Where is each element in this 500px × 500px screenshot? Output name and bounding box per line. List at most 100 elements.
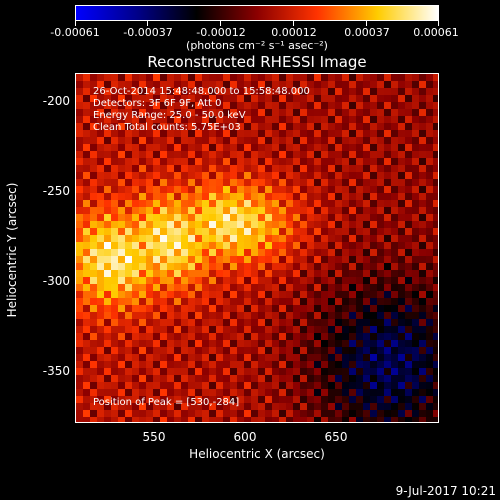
- heatmap-cell: [188, 95, 195, 102]
- heatmap-cell: [125, 186, 132, 193]
- heatmap-cell: [349, 270, 356, 277]
- heatmap-cell: [223, 123, 230, 130]
- heatmap-cell: [97, 417, 104, 422]
- heatmap-cell: [279, 95, 286, 102]
- heatmap-cell: [377, 158, 384, 165]
- heatmap-cell: [237, 403, 244, 410]
- heatmap-cell: [405, 207, 412, 214]
- heatmap-cell: [426, 242, 433, 249]
- heatmap-cell: [97, 277, 104, 284]
- heatmap-cell: [279, 88, 286, 95]
- heatmap-cell: [314, 200, 321, 207]
- heatmap-cell: [181, 333, 188, 340]
- heatmap-cell: [433, 144, 438, 151]
- heatmap-cell: [216, 396, 223, 403]
- heatmap-cell: [293, 235, 300, 242]
- heatmap-cell: [307, 116, 314, 123]
- heatmap-cell: [342, 333, 349, 340]
- heatmap-cell: [307, 382, 314, 389]
- heatmap-cell: [419, 88, 426, 95]
- heatmap-cell: [398, 270, 405, 277]
- heatmap-cell: [258, 368, 265, 375]
- heatmap-cell: [356, 298, 363, 305]
- heatmap-cell: [384, 298, 391, 305]
- heatmap-cell: [307, 249, 314, 256]
- heatmap-cell: [90, 186, 97, 193]
- heatmap-cell: [293, 389, 300, 396]
- heatmap-cell: [125, 375, 132, 382]
- heatmap-cell: [398, 340, 405, 347]
- heatmap-cell: [76, 144, 83, 151]
- heatmap-cell: [153, 389, 160, 396]
- heatmap-cell: [146, 221, 153, 228]
- heatmap-cell: [307, 102, 314, 109]
- heatmap-cell: [125, 179, 132, 186]
- heatmap-cell: [237, 151, 244, 158]
- heatmap-cell: [111, 354, 118, 361]
- heatmap-cell: [216, 158, 223, 165]
- heatmap-cell: [279, 207, 286, 214]
- heatmap-cell: [160, 277, 167, 284]
- heatmap-cell: [160, 123, 167, 130]
- heatmap-cell: [153, 116, 160, 123]
- heatmap-cell: [90, 102, 97, 109]
- heatmap-cell: [300, 298, 307, 305]
- heatmap-cell: [265, 186, 272, 193]
- heatmap-cell: [349, 151, 356, 158]
- heatmap-cell: [307, 200, 314, 207]
- heatmap-cell: [76, 242, 83, 249]
- heatmap-cell: [363, 389, 370, 396]
- heatmap-cell: [111, 298, 118, 305]
- heatmap-cell: [328, 354, 335, 361]
- heatmap-cell: [426, 333, 433, 340]
- x-tick-label: 600: [233, 430, 257, 444]
- heatmap-cell: [433, 389, 438, 396]
- heatmap-cell: [118, 256, 125, 263]
- heatmap-cell: [433, 249, 438, 256]
- heatmap-cell: [90, 403, 97, 410]
- heatmap-cell: [412, 158, 419, 165]
- heatmap-cell: [412, 249, 419, 256]
- heatmap-cell: [356, 179, 363, 186]
- heatmap-cell: [174, 277, 181, 284]
- heatmap-cell: [258, 221, 265, 228]
- time-range-text: 26-Oct-2014 15:48:48.000 to 15:58:48.000: [93, 86, 310, 97]
- heatmap-cell: [97, 284, 104, 291]
- heatmap-cell: [76, 389, 83, 396]
- heatmap-cell: [216, 284, 223, 291]
- heatmap-cell: [223, 284, 230, 291]
- heatmap-cell: [160, 389, 167, 396]
- heatmap-cell: [405, 116, 412, 123]
- heatmap-cell: [97, 158, 104, 165]
- heatmap-cell: [244, 326, 251, 333]
- heatmap-cell: [132, 375, 139, 382]
- heatmap-cell: [335, 319, 342, 326]
- heatmap-cell: [314, 249, 321, 256]
- heatmap-cell: [426, 312, 433, 319]
- heatmap-cell: [174, 74, 181, 81]
- heatmap-cell: [286, 396, 293, 403]
- heatmap-cell: [216, 214, 223, 221]
- heatmap-cell: [363, 291, 370, 298]
- heatmap-cell: [139, 389, 146, 396]
- heatmap-cell: [181, 242, 188, 249]
- heatmap-cell: [384, 158, 391, 165]
- heatmap-cell: [153, 81, 160, 88]
- heatmap-cell: [412, 165, 419, 172]
- heatmap-cell: [419, 235, 426, 242]
- heatmap-cell: [391, 179, 398, 186]
- heatmap-cell: [335, 109, 342, 116]
- heatmap-cell: [216, 403, 223, 410]
- heatmap-cell: [97, 354, 104, 361]
- heatmap-cell: [307, 305, 314, 312]
- heatmap-cell: [272, 179, 279, 186]
- heatmap-cell: [181, 410, 188, 417]
- heatmap-cell: [391, 298, 398, 305]
- heatmap-cell: [272, 270, 279, 277]
- heatmap-cell: [314, 382, 321, 389]
- heatmap-cell: [307, 235, 314, 242]
- heatmap-cell: [328, 277, 335, 284]
- heatmap-cell: [216, 368, 223, 375]
- heatmap-cell: [160, 403, 167, 410]
- heatmap-cell: [230, 410, 237, 417]
